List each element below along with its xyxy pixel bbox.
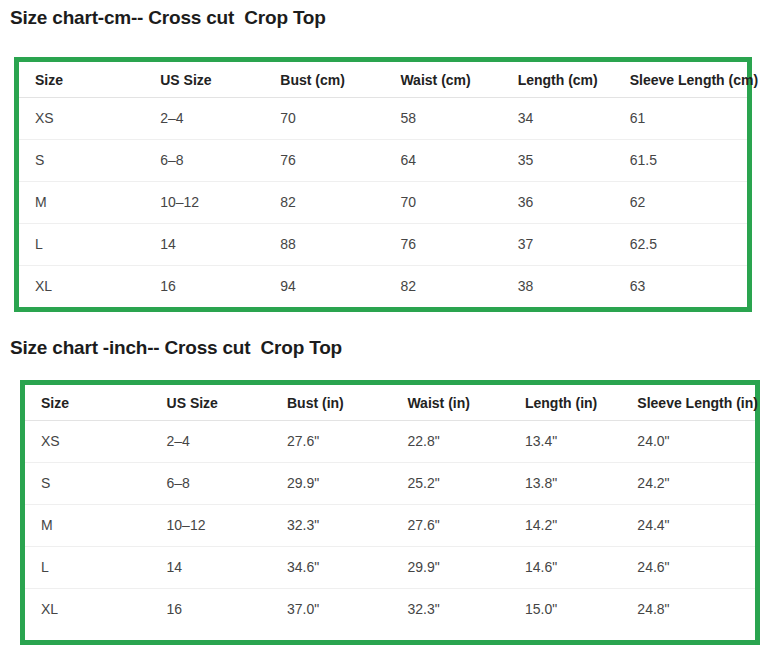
cell: M bbox=[25, 505, 151, 547]
header-cell-length: Length (in) bbox=[509, 385, 621, 421]
size-chart-page: { "colors": { "table_border_green": "#2a… bbox=[0, 0, 778, 662]
header-cell-size: Size bbox=[25, 385, 151, 421]
cell: 34.6" bbox=[271, 547, 391, 589]
cell: 64 bbox=[384, 140, 501, 182]
table-row-s: S 6–8 29.9" 25.2" 13.8" 24.2" bbox=[25, 463, 755, 505]
cell: 13.8" bbox=[509, 463, 621, 505]
header-cell-size: Size bbox=[19, 62, 144, 98]
cell: 14 bbox=[144, 224, 264, 266]
size-table-cm: Size US Size Bust (cm) Waist (cm) Length… bbox=[19, 62, 747, 307]
header-cell-waist: Waist (cm) bbox=[384, 62, 501, 98]
cell: 27.6" bbox=[391, 505, 509, 547]
cell: 29.9" bbox=[391, 547, 509, 589]
size-table-inch: Size US Size Bust (in) Waist (in) Length… bbox=[25, 385, 755, 630]
cell: 24.0" bbox=[621, 421, 755, 463]
cell: 13.4" bbox=[509, 421, 621, 463]
cell: 63 bbox=[614, 266, 747, 308]
size-table-cm-frame: Size US Size Bust (cm) Waist (cm) Length… bbox=[14, 57, 752, 312]
cell: 24.4" bbox=[621, 505, 755, 547]
cell: 34 bbox=[502, 98, 614, 140]
table-row-xs: XS 2–4 70 58 34 61 bbox=[19, 98, 747, 140]
cell: 61.5 bbox=[614, 140, 747, 182]
cell: 10–12 bbox=[151, 505, 271, 547]
header-cell-length: Length (cm) bbox=[502, 62, 614, 98]
cell: 22.8" bbox=[391, 421, 509, 463]
cell: 88 bbox=[264, 224, 384, 266]
cell: 82 bbox=[264, 182, 384, 224]
cell: 61 bbox=[614, 98, 747, 140]
cell: M bbox=[19, 182, 144, 224]
cell: 14.6" bbox=[509, 547, 621, 589]
cell: 2–4 bbox=[144, 98, 264, 140]
cell: 70 bbox=[264, 98, 384, 140]
cell: 94 bbox=[264, 266, 384, 308]
cell: 16 bbox=[151, 589, 271, 631]
cell: 32.3" bbox=[271, 505, 391, 547]
cell: 16 bbox=[144, 266, 264, 308]
table-row-m: M 10–12 82 70 36 62 bbox=[19, 182, 747, 224]
cell: 37 bbox=[502, 224, 614, 266]
header-cell-sleeve-length: Sleeve Length (in) bbox=[621, 385, 755, 421]
header-cell-sleeve-length: Sleeve Length (cm) bbox=[614, 62, 747, 98]
cell: 62.5 bbox=[614, 224, 747, 266]
cell: L bbox=[19, 224, 144, 266]
cell: 6–8 bbox=[151, 463, 271, 505]
cell: XL bbox=[25, 589, 151, 631]
cell: XS bbox=[19, 98, 144, 140]
header-row: Size US Size Bust (in) Waist (in) Length… bbox=[25, 385, 755, 421]
cell: XL bbox=[19, 266, 144, 308]
cell: 24.2" bbox=[621, 463, 755, 505]
cell: L bbox=[25, 547, 151, 589]
cell: 36 bbox=[502, 182, 614, 224]
header-cell-bust: Bust (in) bbox=[271, 385, 391, 421]
cell: 24.6" bbox=[621, 547, 755, 589]
cell: 82 bbox=[384, 266, 501, 308]
cell: 10–12 bbox=[144, 182, 264, 224]
cell: 38 bbox=[502, 266, 614, 308]
cell: 25.2" bbox=[391, 463, 509, 505]
cell: 27.6" bbox=[271, 421, 391, 463]
cell: 37.0" bbox=[271, 589, 391, 631]
header-row: Size US Size Bust (cm) Waist (cm) Length… bbox=[19, 62, 747, 98]
table-row-m: M 10–12 32.3" 27.6" 14.2" 24.4" bbox=[25, 505, 755, 547]
cell: 58 bbox=[384, 98, 501, 140]
table-row-xl: XL 16 94 82 38 63 bbox=[19, 266, 747, 308]
table-row-xl: XL 16 37.0" 32.3" 15.0" 24.8" bbox=[25, 589, 755, 631]
header-cell-us-size: US Size bbox=[144, 62, 264, 98]
cell: 76 bbox=[384, 224, 501, 266]
header-cell-us-size: US Size bbox=[151, 385, 271, 421]
cell: 14.2" bbox=[509, 505, 621, 547]
cell: 35 bbox=[502, 140, 614, 182]
cell: 62 bbox=[614, 182, 747, 224]
section-title-cm: Size chart-cm-- Cross cut Crop Top bbox=[10, 7, 326, 29]
cell: 70 bbox=[384, 182, 501, 224]
cell: S bbox=[25, 463, 151, 505]
cell: 29.9" bbox=[271, 463, 391, 505]
table-row-l: L 14 34.6" 29.9" 14.6" 24.6" bbox=[25, 547, 755, 589]
cell: 2–4 bbox=[151, 421, 271, 463]
cell: S bbox=[19, 140, 144, 182]
table-row-s: S 6–8 76 64 35 61.5 bbox=[19, 140, 747, 182]
cell: 6–8 bbox=[144, 140, 264, 182]
table-row-l: L 14 88 76 37 62.5 bbox=[19, 224, 747, 266]
header-cell-bust: Bust (cm) bbox=[264, 62, 384, 98]
cell: 15.0" bbox=[509, 589, 621, 631]
cell: 76 bbox=[264, 140, 384, 182]
cell: 32.3" bbox=[391, 589, 509, 631]
size-table-inch-frame: Size US Size Bust (in) Waist (in) Length… bbox=[20, 380, 760, 645]
cell: 14 bbox=[151, 547, 271, 589]
cell: XS bbox=[25, 421, 151, 463]
table-row-xs: XS 2–4 27.6" 22.8" 13.4" 24.0" bbox=[25, 421, 755, 463]
header-cell-waist: Waist (in) bbox=[391, 385, 509, 421]
cell: 24.8" bbox=[621, 589, 755, 631]
section-title-inch: Size chart -inch-- Cross cut Crop Top bbox=[10, 337, 342, 359]
